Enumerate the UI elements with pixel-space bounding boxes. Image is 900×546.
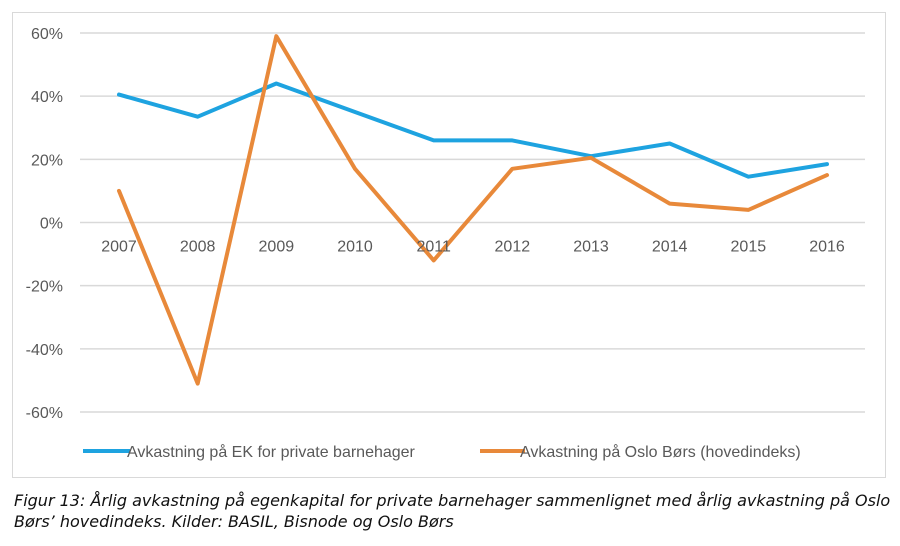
y-tick-label: 40% [31,89,63,106]
y-tick-label: 0% [40,216,63,233]
x-tick-label: 2016 [809,239,845,256]
x-axis-ticks: 2007 2008 2009 2010 2011 2012 2013 2014 2015 2016 [101,239,845,256]
x-tick-label: 2015 [731,239,767,256]
chart-frame: 60% 40% 20% 0% -20% -40% -60% 2007 2008 2009 2010… [12,12,886,478]
y-axis-ticks: 60% 40% 20% 0% -20% -40% -60% [26,26,63,422]
y-tick-label: -60% [26,405,63,422]
x-tick-label: 2007 [101,239,137,256]
x-tick-label: 2012 [495,239,531,256]
x-tick-label: 2009 [259,239,295,256]
legend-label-ek: Avkastning på EK for private barnehager [127,443,416,461]
y-tick-label: -40% [26,342,63,359]
legend: Avkastning på EK for private barnehager … [83,443,801,461]
x-tick-label: 2008 [180,239,216,256]
line-chart: 60% 40% 20% 0% -20% -40% -60% 2007 2008 2009 2010… [26,26,865,461]
series-line-ek [117,81,829,179]
x-tick-label: 2014 [652,239,688,256]
y-tick-label: 20% [31,152,63,169]
y-tick-label: -20% [26,279,63,296]
gridlines [80,32,865,413]
y-tick-label: 60% [31,26,63,43]
x-tick-label: 2011 [416,239,451,256]
series-lines [117,34,829,386]
figure-caption: Figur 13: Årlig avkastning på egenkapita… [14,491,891,531]
series-line-oslo-bors [117,34,829,386]
x-tick-label: 2010 [337,239,373,256]
legend-label-oslo-bors: Avkastning på Oslo Børs (hovedindeks) [520,443,801,461]
x-tick-label: 2013 [573,239,609,256]
